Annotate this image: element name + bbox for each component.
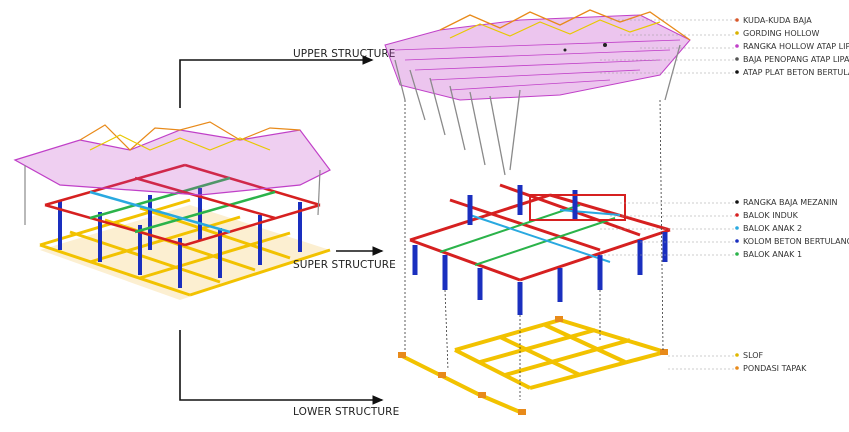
super-structure-model [409,183,671,315]
legend-dot-kolom [735,239,739,243]
legend-dot-rangka-mezanin [735,200,739,204]
super-structure-label: SUPER STRUCTURE [293,259,396,271]
legend-dot-atap-plat [735,70,739,74]
legend-atap-plat-beton: ATAP PLAT BETON BERTULANG [743,68,849,77]
legend-markers [735,18,739,370]
combined-roof [13,121,331,225]
legend-dot-baja-penopang [735,57,739,61]
legend-dot-balok-induk [735,213,739,217]
alignment-guides [404,99,664,400]
legend-rangka-baja-mezanin: RANGKA BAJA MEZANIN [743,198,837,207]
legend-gording-hollow: GORDING HOLLOW [743,29,820,38]
legend-labels: KUDA-KUDA BAJA GORDING HOLLOW RANGKA HOL… [743,16,849,373]
legend-balok-anak-2: BALOK ANAK 2 [743,224,802,233]
arrow-lower [179,330,384,405]
upper-structure-model [384,9,691,176]
legend-dot-rangka-hollow [735,44,739,48]
combined-building-model [13,121,331,300]
arrow-upper [179,55,374,108]
legend-kuda-kuda-baja: KUDA-KUDA BAJA [743,16,812,25]
lower-structure-label: LOWER STRUCTURE [293,406,399,418]
legend-dot-balok-anak-1 [735,252,739,256]
legend-baja-penopang: BAJA PENOPANG ATAP LIPAT [743,55,849,64]
arrows [179,55,384,405]
legend-balok-induk: BALOK INDUK [743,211,799,220]
combined-beams [44,163,321,247]
upper-structure-label: UPPER STRUCTURE [293,48,396,60]
legend-dot-gording [735,31,739,35]
legend-dot-slof [735,353,739,357]
legend-dot-kuda-kuda [735,18,739,22]
combined-footings [40,205,330,300]
legend-rangka-hollow: RANGKA HOLLOW ATAP LIPAT [743,42,849,51]
lower-structure-model [398,316,668,415]
legend-dot-balok-anak-2 [735,226,739,230]
legend-dot-pondasi [735,366,739,370]
legend-kolom-beton: KOLOM BETON BERTULANG [743,237,849,246]
legend-leaders [600,19,735,370]
legend-pondasi-tapak: PONDASI TAPAK [743,364,807,373]
legend-slof: SLOF [743,351,764,360]
legend-balok-anak-1: BALOK ANAK 1 [743,250,802,259]
